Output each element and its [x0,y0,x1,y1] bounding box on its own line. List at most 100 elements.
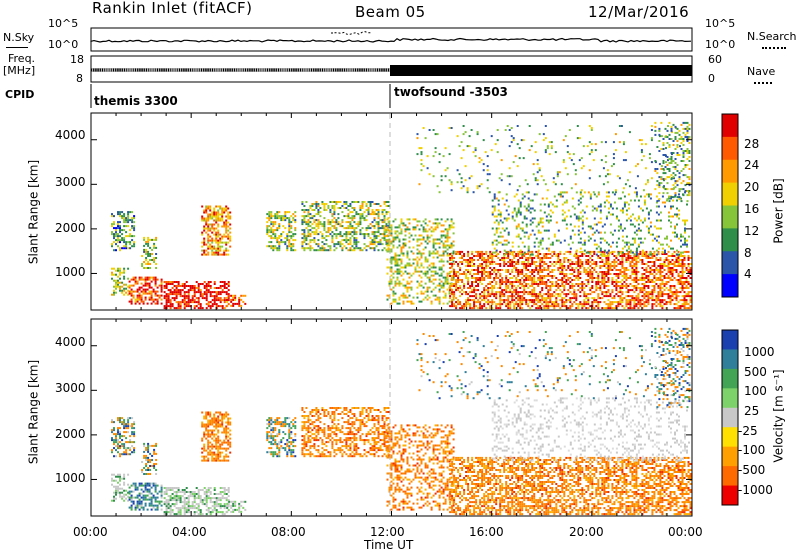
power-cell [473,277,476,279]
power-cell [121,281,124,284]
power-cell [290,215,293,218]
power-cell [607,277,610,279]
power-cell [581,261,584,263]
power-cell [369,223,372,226]
power-cell [539,281,542,283]
power-cell [577,199,580,202]
power-cell [471,250,474,253]
power-cell [339,235,342,238]
power-cell [684,231,686,234]
power-cell [420,224,423,227]
power-cell [365,227,368,230]
power-cell [349,243,352,246]
power-cell [625,303,628,306]
power-cell [438,284,441,287]
power-cell [327,227,330,230]
power-cell [465,293,468,296]
power-cell [537,279,540,281]
power-cell [687,283,690,285]
power-cell [321,237,324,240]
power-cell [591,227,594,230]
power-cell [209,247,212,250]
power-cell [553,303,556,306]
power-cell [225,229,228,232]
power-cell [475,281,478,283]
power-cell [659,299,662,302]
power-cell [317,243,320,246]
power-cell [645,250,648,253]
power-cell [450,181,453,184]
power-cell [631,237,634,240]
power-cell [563,293,566,296]
power-cell [125,219,128,222]
power-cell [615,273,618,275]
power-cell [525,225,528,228]
power-cell [599,217,602,220]
power-cell [444,292,447,295]
power-cell [551,211,554,214]
power-cell [545,283,548,285]
power-cell [676,249,678,252]
power-cell [144,290,147,293]
power-cell [677,283,680,285]
power-cell [517,293,520,296]
power-cell [499,235,502,238]
power-cell [373,217,376,220]
power-cell [521,283,524,285]
power-cell [268,213,271,216]
power-cell [436,272,439,275]
power-cell [309,213,312,216]
power-cell [201,205,204,208]
power-cell [144,282,147,285]
power-cell [535,283,538,285]
power-cell [446,278,449,281]
power-cell [627,307,630,310]
power-cell [408,300,411,303]
power-cell [639,241,642,244]
power-cell [213,281,216,283]
power-cell [215,205,218,208]
power-cell [406,272,409,275]
power-cell [475,255,478,257]
power-cell [123,287,126,290]
power-cell [493,247,496,250]
power-cell [309,249,312,252]
power-cell [290,249,293,252]
power-cell [487,289,490,292]
power-cell [127,215,130,218]
power-cell [647,277,650,279]
power-cell [457,277,460,279]
power-cell [130,292,133,295]
power-cell [313,233,316,236]
power-cell [197,287,200,289]
power-cell [679,305,682,308]
power-cell [577,279,580,281]
power-cell [507,205,510,208]
power-cell [422,236,425,239]
power-cell [446,302,449,305]
power-cell [653,265,656,267]
power-cell [475,305,478,308]
power-cell [657,247,660,250]
power-cell [455,275,458,277]
power-cell [238,304,241,307]
power-cell [655,219,658,222]
power-cell [392,220,395,223]
power-cell [581,195,584,198]
power-cell [434,222,437,225]
power-cell [573,233,576,236]
power-cell [323,249,326,252]
power-cell [211,291,214,294]
power-cell [145,248,148,251]
power-cell [603,295,606,298]
power-cell [581,289,584,292]
power-cell [653,253,656,255]
power-cell [495,281,498,283]
power-cell [189,301,192,304]
power-cell [213,227,216,230]
power-cell [337,207,340,209]
power-cell [461,250,464,253]
power-cell [127,293,130,296]
power-cell [482,169,485,172]
power-cell [227,215,230,218]
